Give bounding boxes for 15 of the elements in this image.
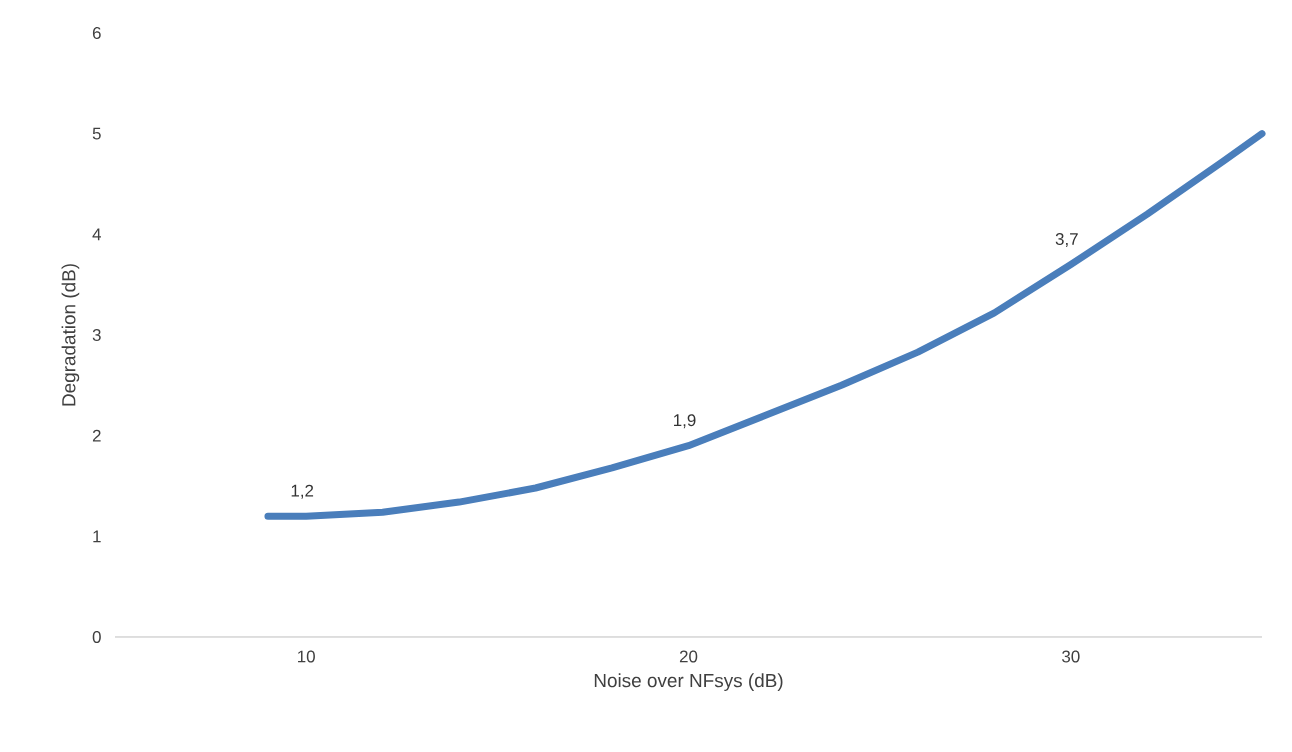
x-tick-label: 30 xyxy=(1062,650,1080,663)
x-tick-label: 20 xyxy=(679,650,698,663)
data-label: 3,7 xyxy=(1055,233,1078,247)
y-tick-label: 0 xyxy=(92,630,101,643)
data-label: 1,2 xyxy=(291,484,314,499)
y-tick-label: 1 xyxy=(93,530,101,543)
y-tick-label: 2 xyxy=(92,429,101,442)
data-label: 1,9 xyxy=(674,414,696,429)
x-tick-label: 10 xyxy=(298,650,315,663)
y-tick-label: 3 xyxy=(92,328,101,341)
y-tick-label: 6 xyxy=(92,26,101,39)
y-tick-label: 4 xyxy=(92,228,101,241)
y-axis-title: Degradation (dB) xyxy=(61,264,80,406)
y-tick-label: 5 xyxy=(92,127,101,140)
x-axis-title: Noise over NFsys (dB) xyxy=(594,673,783,691)
